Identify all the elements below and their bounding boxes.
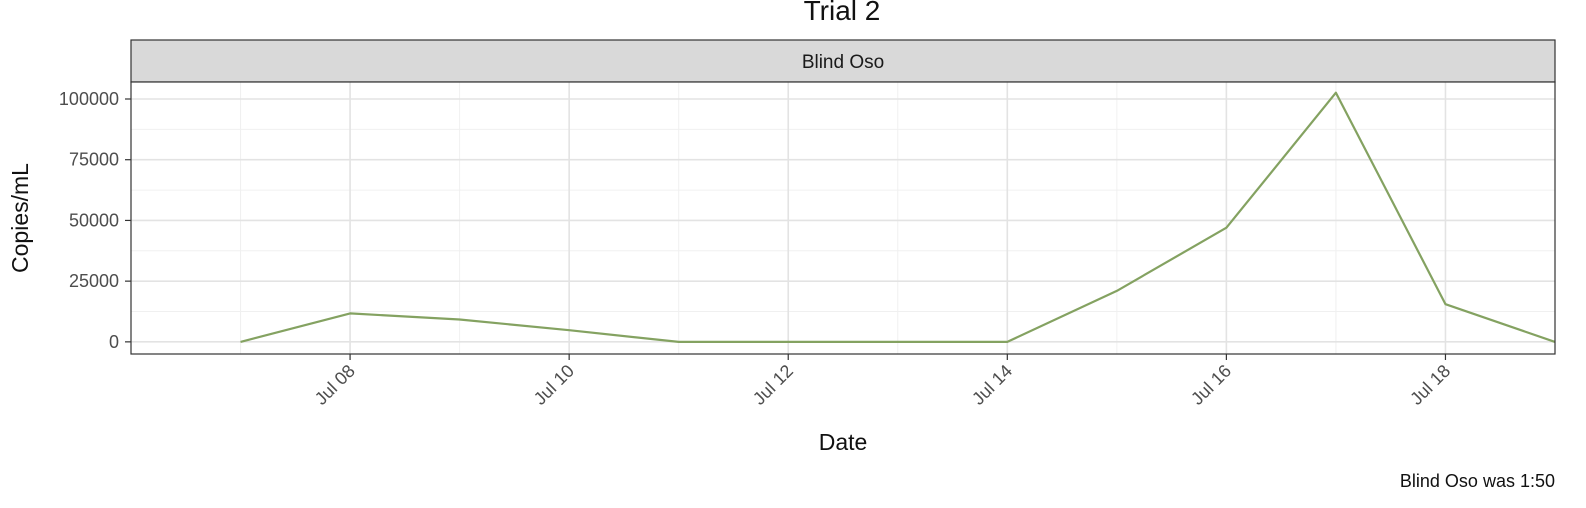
y-axis: 0 25000 50000 75000 100000 [59, 89, 131, 352]
x-tick-label: Jul 08 [311, 361, 359, 409]
x-tick-label: Jul 18 [1406, 361, 1454, 409]
y-tick-label: 0 [109, 332, 119, 352]
y-tick-label: 50000 [69, 210, 119, 230]
y-axis-title: Copies/mL [7, 163, 33, 273]
facet-label: Blind Oso [802, 52, 884, 73]
x-tick-label: Jul 10 [530, 361, 578, 409]
plot-panel [131, 82, 1555, 354]
y-tick-label: 25000 [69, 271, 119, 291]
chart-title: Trial 2 [804, 0, 881, 26]
x-tick-label: Jul 14 [968, 361, 1016, 409]
y-tick-label: 100000 [59, 89, 119, 109]
minor-gridlines [131, 82, 1555, 354]
caption: Blind Oso was 1:50 [1400, 471, 1555, 491]
series-layer [240, 91, 1556, 343]
major-gridlines [131, 82, 1555, 354]
x-axis-title: Date [819, 429, 868, 455]
x-tick-label: Jul 16 [1187, 361, 1235, 409]
facet-strip [130, 39, 1556, 83]
y-tick-label: 75000 [69, 150, 119, 170]
series-line [240, 91, 1556, 343]
x-tick-label: Jul 12 [749, 361, 797, 409]
plot-border [130, 81, 1556, 355]
x-axis: Jul 08 Jul 10 Jul 12 Jul 14 Jul 16 Jul 18 [311, 354, 1454, 409]
